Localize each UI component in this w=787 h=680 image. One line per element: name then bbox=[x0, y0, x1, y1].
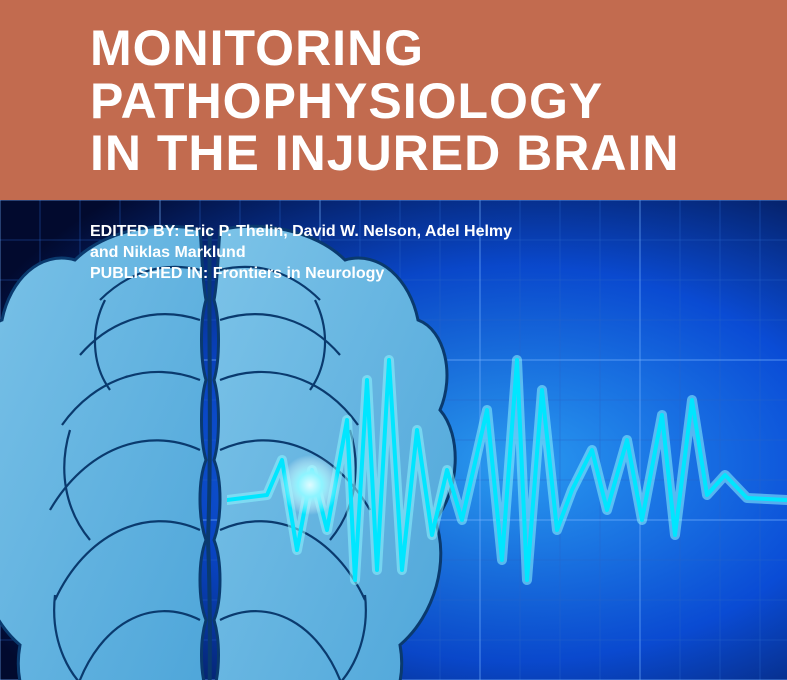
published-line: PUBLISHED IN: Frontiers in Neurology bbox=[90, 264, 527, 285]
editors-line: EDITED BY: Eric P. Thelin, David W. Nels… bbox=[90, 222, 527, 264]
title-line-2: PATHOPHYSIOLOGY bbox=[90, 73, 603, 129]
edited-by-label: EDITED BY: bbox=[90, 223, 179, 240]
title-line-1: MONITORING bbox=[90, 20, 424, 76]
published-in-label: PUBLISHED IN: bbox=[90, 265, 208, 282]
title-band: MONITORING PATHOPHYSIOLOGY IN THE INJURE… bbox=[0, 0, 787, 200]
cover-title: MONITORING PATHOPHYSIOLOGY IN THE INJURE… bbox=[90, 22, 737, 180]
glow-spot bbox=[280, 455, 340, 515]
meta-block: EDITED BY: Eric P. Thelin, David W. Nels… bbox=[90, 222, 527, 284]
title-line-3: IN THE INJURED BRAIN bbox=[90, 125, 679, 181]
cover-root: EDITED BY: Eric P. Thelin, David W. Nels… bbox=[0, 0, 787, 680]
published-in-value: Frontiers in Neurology bbox=[213, 265, 385, 282]
lower-region: EDITED BY: Eric P. Thelin, David W. Nels… bbox=[0, 200, 787, 680]
